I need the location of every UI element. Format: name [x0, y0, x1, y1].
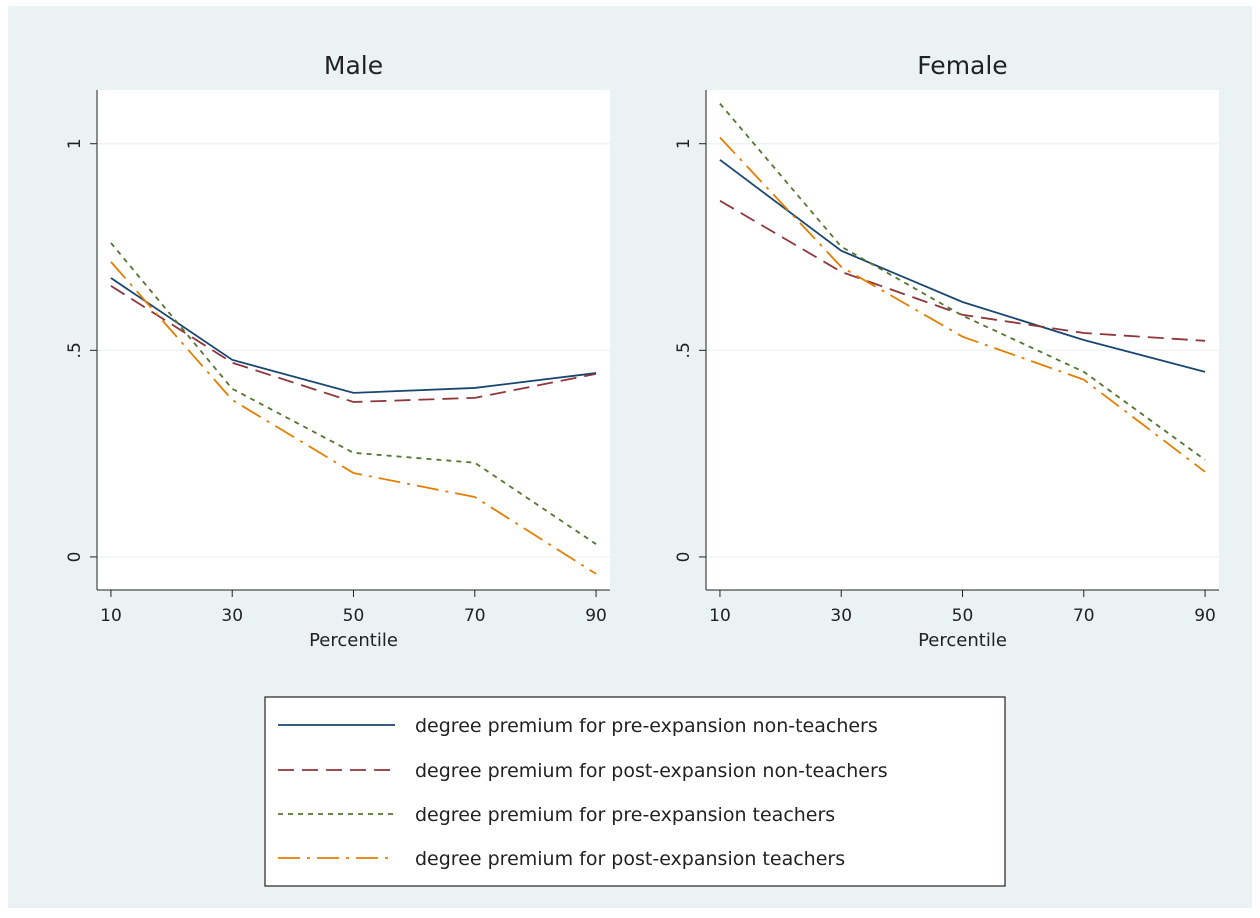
legend-label: degree premium for pre-expansion teacher… — [415, 804, 835, 826]
y-tick-label: .5 — [65, 342, 85, 358]
y-tick-label: 1 — [674, 138, 694, 149]
series-line — [719, 199, 1206, 342]
x-tick-label: 70 — [464, 606, 486, 626]
x-tick-label: 50 — [343, 606, 365, 626]
chart-title: Male — [324, 51, 383, 80]
plot-area — [97, 90, 610, 590]
y-tick-label: .5 — [674, 342, 694, 358]
legend-label: degree premium for pre-expansion non-tea… — [415, 715, 878, 737]
x-tick-label: 90 — [1194, 606, 1216, 626]
x-tick-label: 90 — [585, 606, 607, 626]
x-tick-label: 30 — [830, 606, 852, 626]
legend-label: degree premium for post-expansion teache… — [415, 848, 845, 870]
series-line — [110, 261, 597, 575]
y-tick-label: 0 — [674, 552, 694, 563]
y-tick-label: 1 — [65, 138, 85, 149]
x-tick-label: 70 — [1073, 606, 1095, 626]
y-tick-label: 0 — [65, 552, 85, 563]
plot-area — [706, 90, 1219, 590]
x-axis-title: Percentile — [918, 630, 1007, 651]
chart-title: Female — [917, 51, 1007, 80]
series-line — [719, 159, 1206, 373]
series-line — [719, 103, 1206, 461]
x-tick-label: 30 — [221, 606, 243, 626]
series-line — [110, 277, 597, 394]
series-line — [110, 285, 597, 403]
x-tick-label: 10 — [100, 606, 122, 626]
x-axis-title: Percentile — [309, 630, 398, 651]
x-tick-label: 10 — [709, 606, 731, 626]
series-line — [719, 136, 1206, 473]
x-tick-label: 50 — [952, 606, 974, 626]
legend-box — [264, 696, 1006, 887]
legend-label: degree premium for post-expansion non-te… — [415, 760, 888, 782]
